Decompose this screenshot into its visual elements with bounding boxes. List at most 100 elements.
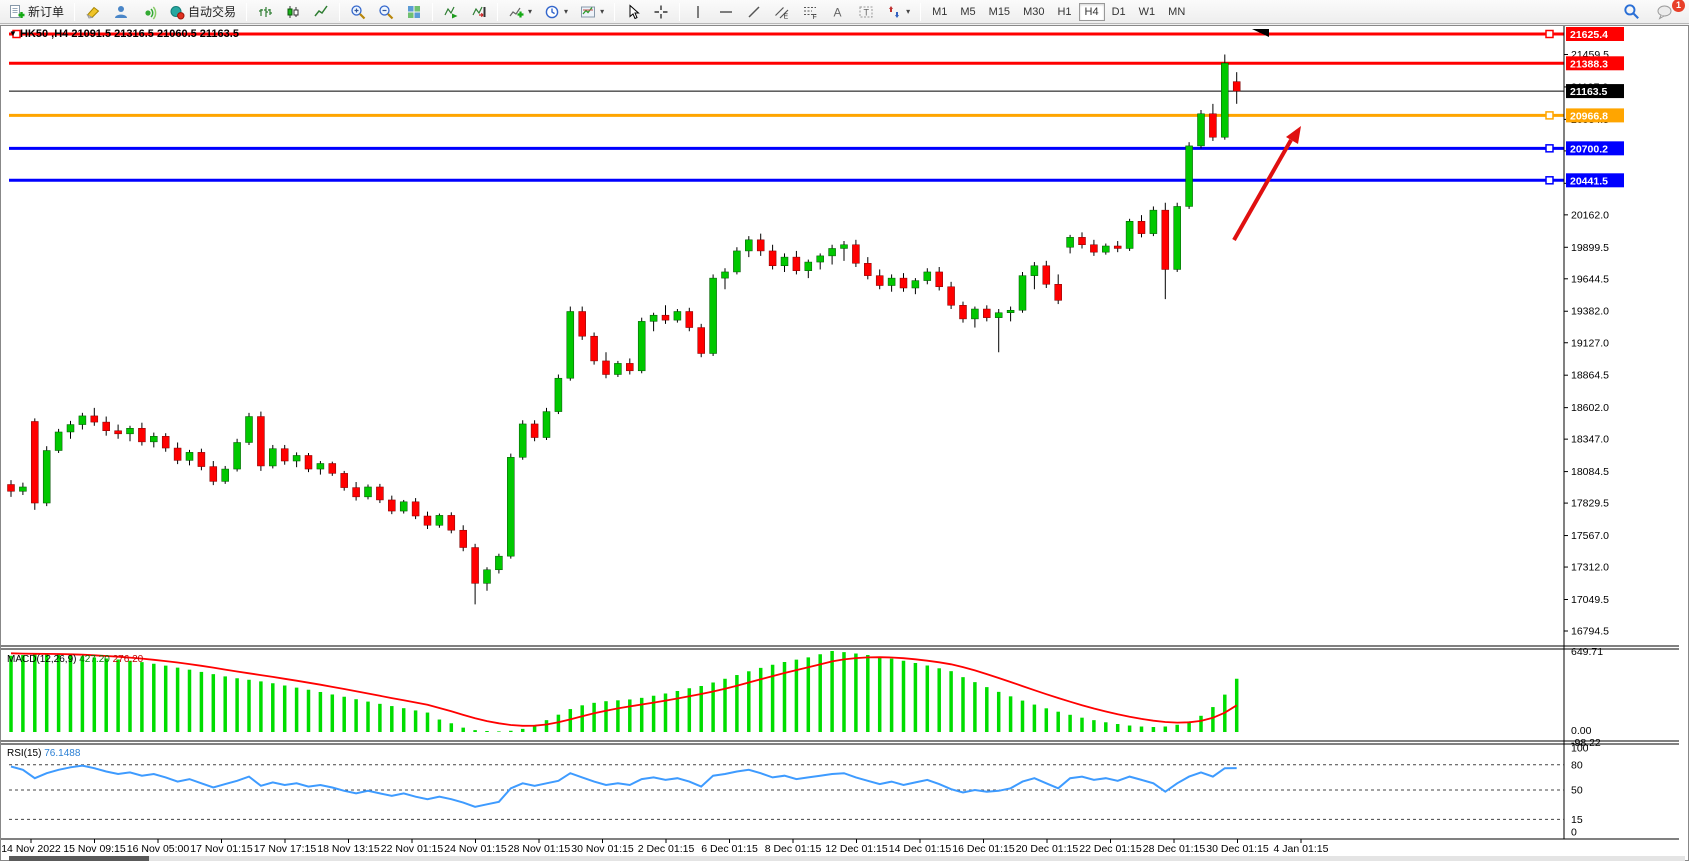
candle-body — [126, 428, 134, 435]
channel-tool-button[interactable]: E — [769, 2, 795, 22]
price-tick-label: 18347.0 — [1571, 434, 1609, 446]
candle-body — [1054, 284, 1062, 301]
candle-body — [1185, 145, 1193, 207]
tile-windows-button[interactable] — [401, 2, 427, 22]
zoom-in-button[interactable] — [345, 2, 371, 22]
timeframe-button-M1[interactable]: M1 — [932, 5, 948, 18]
crosshair-tool-button[interactable] — [648, 2, 674, 22]
line-handle[interactable] — [12, 29, 21, 39]
price-tick-label: 17829.5 — [1571, 498, 1609, 510]
line-handle[interactable] — [1545, 176, 1554, 185]
timeframe-button-MN[interactable]: MN — [1168, 5, 1186, 18]
candle-body — [530, 423, 539, 438]
equidistant-channel-icon: E — [775, 6, 789, 20]
signal-button[interactable] — [136, 2, 162, 22]
timeframe-button-H4[interactable]: H4 — [1078, 2, 1105, 21]
rsi-scale-label: 15 — [1571, 814, 1583, 826]
line-chart-mode-button[interactable] — [308, 2, 334, 22]
rsi-name: RSI(15) — [7, 748, 42, 759]
timeframe-button-M30[interactable]: M30 — [1023, 5, 1045, 18]
candle-body — [66, 424, 75, 433]
scrollbar-thumb[interactable] — [9, 856, 149, 861]
macd-signal-line — [10, 652, 1238, 727]
price-badge — [1566, 56, 1624, 71]
candle-body — [721, 271, 729, 279]
candle-body — [102, 421, 110, 431]
macd-signal-value: 276.20 — [112, 654, 144, 665]
new-order-button[interactable]: 新订单 — [4, 2, 69, 22]
chart-shift-button[interactable] — [466, 2, 492, 22]
candle-body — [947, 286, 955, 306]
candle-body — [280, 448, 289, 462]
candle-body — [1078, 237, 1086, 246]
indicators-button[interactable]: ▾ — [503, 2, 537, 22]
line-handle[interactable] — [1545, 111, 1554, 120]
autotrade-button[interactable]: 自动交易 — [164, 2, 241, 22]
price-tick-label: 19382.0 — [1571, 306, 1609, 318]
highlighter-icon — [86, 6, 100, 19]
horizontal-scrollbar[interactable] — [9, 856, 1685, 861]
line-handle[interactable] — [1545, 144, 1554, 153]
candle-body — [792, 256, 801, 271]
arrows-tool-button[interactable]: ▾ — [881, 2, 915, 22]
trend-arrow-line[interactable] — [1232, 139, 1293, 241]
time-tick-label: 22 Dec 01:15 — [1079, 843, 1142, 855]
data-window-button[interactable] — [108, 2, 134, 22]
price-tick-label: 17049.5 — [1571, 594, 1609, 606]
periods-button[interactable]: ▾ — [539, 2, 573, 22]
trend-arrow-head[interactable] — [1286, 126, 1301, 144]
chart-canvas[interactable]: 21459.521197.020934.520679.520417.020162… — [1, 26, 1688, 860]
autotrade-label: 自动交易 — [188, 5, 237, 19]
price-tick-label: 18864.5 — [1571, 370, 1609, 382]
candle-body — [1113, 245, 1122, 249]
person-icon — [115, 5, 128, 18]
market-watch-button[interactable] — [80, 2, 106, 22]
macd-scale-label: 0.00 — [1571, 725, 1592, 737]
candle-body — [911, 280, 920, 289]
candle-body — [1018, 275, 1027, 311]
auto-scroll-button[interactable] — [438, 2, 464, 22]
candle-body — [257, 416, 265, 467]
candle-body — [1197, 113, 1205, 147]
timeframe-button-W1[interactable]: W1 — [1138, 5, 1156, 18]
price-tick-label: 18602.0 — [1571, 402, 1609, 414]
line-handle[interactable] — [1545, 29, 1554, 39]
chevron-down-icon: ▾ — [564, 7, 569, 16]
rsi-scale-label: 0 — [1571, 827, 1577, 839]
svg-text:A: A — [834, 5, 842, 19]
timeframe-button-H1[interactable]: H1 — [1057, 5, 1072, 18]
bar-chart-mode-button[interactable] — [252, 2, 278, 22]
broadcast-icon — [145, 6, 157, 19]
candle-body — [626, 363, 634, 372]
fibonacci-tool-button[interactable]: F — [797, 2, 823, 22]
timeframe-button-D1[interactable]: D1 — [1111, 5, 1126, 18]
candle-body — [923, 271, 932, 281]
candle-body — [471, 547, 479, 584]
price-tick-label: 16794.5 — [1571, 626, 1609, 638]
zoom-out-button[interactable] — [373, 2, 399, 22]
fibonacci-icon: F — [804, 6, 817, 20]
candle-body — [899, 277, 908, 289]
candlestick-mode-button[interactable] — [280, 2, 306, 22]
templates-button[interactable]: ▾ — [575, 2, 609, 22]
timeframe-button-M5[interactable]: M5 — [960, 5, 976, 18]
timeframe-button-M15[interactable]: M15 — [988, 5, 1011, 18]
trendline-tool-button[interactable] — [741, 2, 767, 22]
time-tick-label: 14 Nov 2022 — [1, 843, 61, 855]
text-tool-button[interactable]: A — [825, 2, 851, 22]
marker-triangle[interactable] — [1252, 29, 1269, 37]
search-button[interactable] — [1618, 2, 1645, 22]
notifications-button[interactable]: 1 — [1651, 0, 1685, 22]
candle-body — [495, 555, 503, 571]
symbol-dropdown-icon[interactable]: ▼ — [9, 29, 17, 38]
cursor-tool-button[interactable] — [620, 2, 646, 22]
candle-body — [138, 428, 146, 443]
horizontal-line-icon — [720, 10, 733, 13]
new-order-label: 新订单 — [28, 5, 65, 19]
horizontal-line-tool-button[interactable] — [713, 2, 739, 22]
time-tick-label: 16 Dec 01:15 — [952, 843, 1015, 855]
vertical-line-tool-button[interactable] — [685, 2, 711, 22]
candle-body — [42, 450, 51, 504]
crosshair-icon — [654, 5, 668, 18]
text-label-tool-button[interactable]: T — [853, 2, 879, 22]
